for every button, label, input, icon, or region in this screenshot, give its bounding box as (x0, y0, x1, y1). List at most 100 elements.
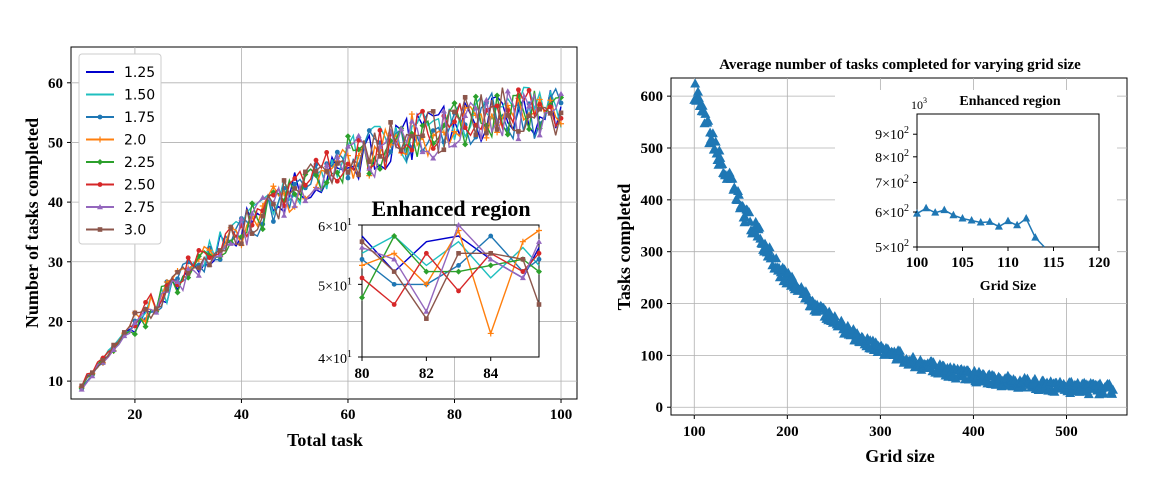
left-inset-x-tick-label: 82 (419, 366, 434, 382)
left-legend-frame (78, 53, 162, 245)
right-point (829, 311, 840, 321)
left-series-point (249, 200, 256, 207)
left-series-point (408, 118, 415, 124)
left-inset-point (536, 227, 542, 234)
right-point (740, 212, 751, 222)
left-y-tick-label: 60 (48, 76, 63, 92)
left-series-point (462, 112, 469, 118)
left-series-point (206, 247, 213, 254)
right-point (697, 100, 708, 110)
left-series-point (558, 110, 564, 116)
left-series-point (547, 104, 553, 110)
left-series-point (494, 92, 501, 99)
right-inset-x-ticks: 100 105 110 115 120 (906, 247, 1111, 271)
left-inset-point (456, 251, 461, 256)
right-inset-frame (916, 113, 1100, 248)
left-series-point (548, 111, 553, 116)
left-series-point (420, 133, 425, 139)
right-y-tick-label: 300 (641, 245, 664, 261)
left-series-point (153, 309, 160, 315)
left-series-point (441, 147, 447, 153)
right-point (908, 351, 918, 361)
left-series-point (376, 165, 383, 172)
left-inset-y-tick-label: 5×101 (318, 276, 352, 294)
left-legend-marker (97, 136, 103, 143)
left-inset-point (536, 256, 542, 262)
left-x-tick-label: 20 (127, 407, 142, 423)
left-series-point (345, 170, 351, 175)
left-series-point (313, 157, 319, 163)
left-series-point (558, 90, 565, 97)
left-series-point (451, 142, 458, 148)
left-x-axis-label: Total task (287, 430, 363, 450)
right-inset-x-tick-label: 120 (1088, 255, 1111, 271)
left-series-point (345, 175, 351, 181)
left-series-point (420, 108, 425, 114)
right-x-ticks: 100 200 300 400 500 (683, 415, 1078, 440)
right-points (689, 78, 1118, 399)
left-series-point (516, 87, 521, 93)
left-series-point (388, 120, 393, 125)
left-inset-point (487, 262, 494, 269)
left-inset-x-tick-label: 84 (483, 366, 499, 382)
left-inset-point (359, 244, 365, 250)
left-series-point (131, 331, 138, 338)
left-series-point (185, 271, 191, 276)
right-point (842, 320, 853, 330)
right-point (693, 92, 704, 102)
left-series-point (185, 255, 191, 261)
left-series-point (344, 143, 351, 149)
left-series-point (366, 128, 372, 133)
right-inset-point (1013, 220, 1022, 229)
left-series-point (536, 96, 543, 103)
left-series-point (313, 168, 319, 174)
left-inset-point (359, 239, 365, 244)
left-inset-point (455, 222, 462, 228)
right-inset-y-tick-label: 9×102 (875, 125, 909, 143)
left-inset-point (488, 251, 494, 256)
left-series-point (484, 130, 489, 136)
right-point (771, 253, 782, 263)
left-x-tick-label: 80 (447, 407, 462, 423)
right-point (693, 86, 703, 96)
right-point (700, 108, 711, 118)
right-inset-y-tick-label: 6×102 (875, 203, 909, 221)
right-point (764, 242, 775, 252)
left-series-point (313, 172, 320, 179)
left-series-point (526, 103, 533, 109)
left-inset-point (423, 250, 429, 256)
right-inset-x-tick-label: 115 (1043, 255, 1065, 271)
left-series-point (90, 370, 95, 375)
left-inset-point (520, 269, 526, 274)
left-inset-point (536, 302, 542, 307)
left-inset-point (424, 316, 429, 321)
left-series-point (207, 262, 212, 268)
left-legend: 1.25 1.50 1.75 2.0 2.25 2.50 2.75 3.0 (78, 53, 162, 245)
left-legend-marker (97, 159, 103, 165)
left-x-tick-label: 40 (234, 407, 249, 423)
left-inset-point (391, 233, 398, 240)
right-point (1108, 384, 1118, 394)
left-inset-point (488, 233, 494, 239)
left-series-point (142, 323, 149, 330)
left-series (78, 86, 565, 392)
left-inset-title: Enhanced region (371, 196, 530, 221)
left-series-point (334, 178, 340, 184)
left-y-tick-label: 20 (48, 314, 63, 330)
right-inset-y-tick-label: 7×102 (875, 173, 909, 191)
left-series-point (377, 127, 383, 133)
left-legend-label: 2.25 (124, 155, 155, 171)
left-series-point (419, 148, 426, 155)
left-series-point (324, 169, 329, 174)
left-legend-label: 1.50 (124, 88, 155, 104)
right-inset-point (1022, 214, 1031, 222)
left-legend-label: 1.25 (124, 65, 155, 81)
left-series-point (409, 147, 415, 153)
left-legend-item: 3.0 (86, 223, 146, 239)
left-series-point (121, 330, 127, 335)
left-legend-marker (97, 204, 103, 210)
left-y-axis-label: Number of tasks completed (22, 118, 42, 328)
left-series-point (430, 128, 436, 134)
